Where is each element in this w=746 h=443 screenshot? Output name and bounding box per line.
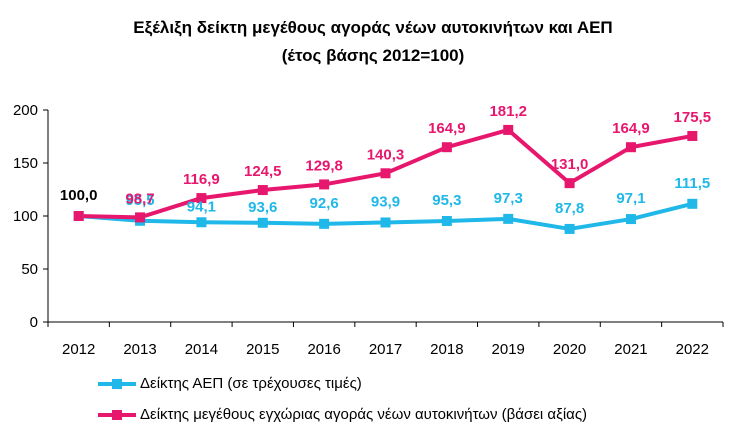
data-label-market: 181,2: [489, 103, 527, 120]
data-label-gdp: 92,6: [310, 195, 339, 212]
x-tick-label: 2014: [185, 341, 218, 358]
x-tick-label: 2013: [123, 341, 156, 358]
legend-item-market: Δείκτης μεγέθους εγχώριας αγοράς νέων αυ…: [98, 406, 587, 423]
data-label-gdp: 95,5: [125, 192, 154, 209]
data-label-gdp: 94,1: [187, 198, 216, 215]
data-point-gdp: [319, 218, 330, 229]
data-point-market: [196, 193, 207, 204]
legend-label-market: Δείκτης μεγέθους εγχώριας αγοράς νέων αυ…: [140, 406, 588, 423]
data-label-market: 124,5: [244, 163, 282, 180]
legend-swatch-market: [98, 408, 136, 422]
line-chart: 0 50 100 150 200 2012 2013 2014 2015 2016 2017 2018…: [13, 102, 724, 358]
data-label-gdp: 100,0: [60, 187, 98, 204]
legend-swatch-gdp: [98, 377, 136, 391]
data-label-market: 98,7: [125, 190, 154, 207]
data-point-gdp: [503, 213, 514, 224]
x-tick-label: 2012: [62, 341, 95, 358]
data-point-gdp: [196, 217, 207, 228]
chart-title: Εξέλιξη δείκτη μεγέθους αγοράς νέων αυτο…: [133, 18, 613, 37]
legend-item-gdp: Δείκτης ΑΕΠ (σε τρέχουσες τιμές): [98, 375, 362, 392]
x-tick-label: 2016: [307, 341, 340, 358]
x-tick-label: 2015: [246, 341, 279, 358]
data-point-gdp: [564, 223, 575, 234]
x-tick-label: 2017: [369, 341, 402, 358]
data-label-gdp: 87,8: [555, 200, 584, 217]
chart-subtitle: (έτος βάσης 2012=100): [281, 46, 465, 65]
data-label-gdp: 93,6: [248, 199, 277, 216]
data-point-gdp: [257, 217, 268, 228]
data-point-gdp: [687, 198, 698, 209]
data-point-market: [503, 124, 514, 135]
data-label-market: 129,8: [305, 157, 343, 174]
data-point-market: [135, 212, 146, 223]
data-label-gdp: 95,3: [432, 192, 461, 209]
data-point-market: [441, 142, 452, 153]
data-label-market: 164,9: [428, 120, 466, 137]
data-point-market: [257, 185, 268, 196]
data-point-gdp: [625, 214, 636, 225]
x-tick-label: 2021: [614, 341, 647, 358]
data-point-market: [564, 178, 575, 189]
y-tick-label: 150: [13, 155, 38, 172]
x-tick-label: 2019: [492, 341, 525, 358]
data-point-market: [73, 211, 84, 221]
x-tick-label: 2022: [676, 341, 709, 358]
legend-label-gdp: Δείκτης ΑΕΠ (σε τρέχουσες τιμές): [140, 375, 362, 392]
data-label-gdp: 97,3: [494, 190, 523, 207]
y-tick-label: 0: [30, 314, 38, 331]
data-label-market: 131,0: [551, 156, 589, 173]
y-tick-label: 50: [21, 261, 38, 278]
data-point-market: [687, 130, 698, 141]
x-tick-label: 2018: [430, 341, 463, 358]
y-tick-label: 200: [13, 102, 38, 119]
data-label-market: 116,9: [183, 171, 220, 188]
data-point-market: [319, 179, 330, 190]
y-tick-label: 100: [13, 208, 38, 225]
data-label-gdp: 93,9: [371, 193, 400, 210]
data-label-gdp: 97,1: [616, 190, 645, 207]
data-point-market: [625, 142, 636, 153]
data-point-gdp: [441, 215, 452, 226]
data-point-market: [380, 168, 391, 179]
data-point-gdp: [380, 217, 391, 228]
data-label-market: 140,3: [367, 146, 405, 163]
x-tick-label: 2020: [553, 341, 586, 358]
data-label-market: 175,5: [674, 109, 712, 126]
data-label-market: 164,9: [612, 120, 650, 137]
data-label-gdp: 111,5: [674, 175, 710, 192]
